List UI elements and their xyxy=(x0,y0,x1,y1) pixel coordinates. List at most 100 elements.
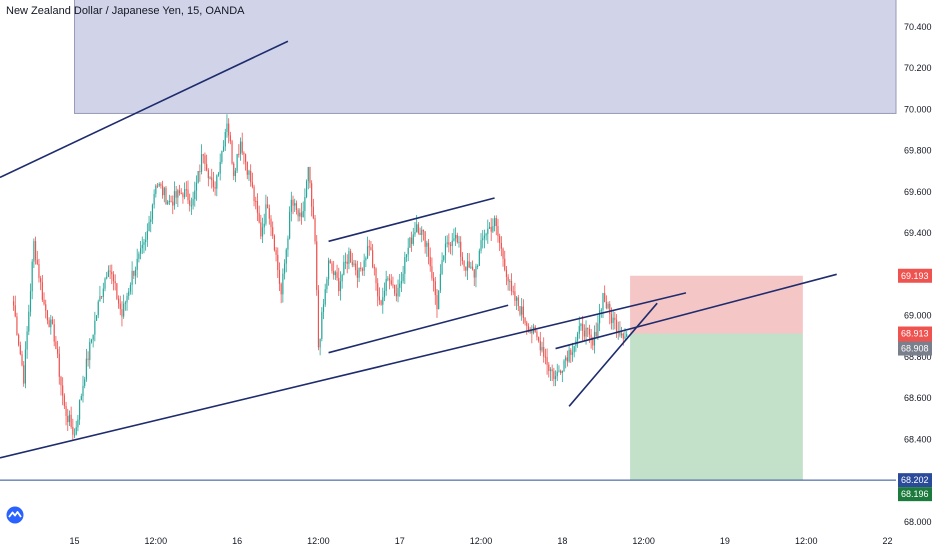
candle-body xyxy=(416,224,418,232)
candle-body xyxy=(216,175,218,189)
candle-body xyxy=(305,181,308,198)
candle-body xyxy=(414,231,416,235)
candle-body xyxy=(77,419,79,428)
candle-body xyxy=(307,167,309,182)
candle-body xyxy=(187,189,189,201)
candle-body xyxy=(117,298,120,304)
candle-body xyxy=(326,279,328,290)
candle-body xyxy=(358,267,360,278)
candle-body xyxy=(380,300,382,305)
candle-body xyxy=(163,187,165,196)
candle-body xyxy=(124,302,126,304)
candle-body xyxy=(224,132,226,147)
candle-body xyxy=(24,349,26,384)
candle-body xyxy=(580,323,582,327)
candle-body xyxy=(333,270,335,276)
candle-body xyxy=(255,201,257,203)
candle-body xyxy=(228,123,230,136)
y-tick-label: 69.800 xyxy=(904,146,932,156)
candle-body xyxy=(514,291,516,301)
candle-body xyxy=(573,345,575,353)
candle-body xyxy=(554,376,557,379)
candle-body xyxy=(300,212,303,218)
x-tick-label: 16 xyxy=(232,536,242,546)
candle-body xyxy=(84,379,86,386)
candle-body xyxy=(458,241,460,243)
candle-body xyxy=(480,240,482,251)
candle-body xyxy=(80,396,82,401)
candle-body xyxy=(375,268,377,284)
x-tick-label: 12:00 xyxy=(632,536,655,546)
candle-body xyxy=(263,223,265,228)
candle-body xyxy=(41,282,43,300)
candle-body xyxy=(431,266,433,279)
candle-body xyxy=(294,203,296,206)
candle-body xyxy=(23,365,25,384)
candle-body xyxy=(522,306,524,318)
candle-body xyxy=(444,243,447,256)
chart-title: New Zealand Dollar / Japanese Yen, 15, O… xyxy=(6,5,245,17)
candle-body xyxy=(226,123,228,133)
candle-body xyxy=(50,319,52,328)
take-profit-price-badge-label: 68.202 xyxy=(901,475,929,485)
lower-trend-line xyxy=(0,292,687,459)
candle-body xyxy=(99,296,101,302)
candle-body xyxy=(495,218,497,227)
candle-body xyxy=(405,254,408,258)
candle-body xyxy=(571,352,574,355)
candle-body xyxy=(160,183,162,186)
x-tick-label: 12:00 xyxy=(795,536,818,546)
candle-body xyxy=(73,434,76,436)
candle-body xyxy=(114,281,116,284)
candle-body xyxy=(538,337,540,341)
candle-body xyxy=(253,186,255,202)
candle-body xyxy=(543,347,545,357)
candle-body xyxy=(289,211,291,239)
x-tick-label: 17 xyxy=(395,536,405,546)
candle-body xyxy=(607,303,609,309)
candle-body xyxy=(424,231,426,247)
candle-body xyxy=(524,317,526,323)
candle-body xyxy=(453,238,455,241)
candle-body xyxy=(222,146,225,151)
candle-body xyxy=(314,218,316,242)
candle-body xyxy=(212,180,215,187)
candle-body xyxy=(348,251,350,264)
candle-body xyxy=(79,400,81,420)
candle-body xyxy=(295,203,298,210)
candle-body xyxy=(449,244,452,246)
candle-body xyxy=(180,193,182,195)
candle-body xyxy=(265,204,267,224)
candle-body xyxy=(404,257,406,274)
y-tick-label: 69.600 xyxy=(904,187,932,197)
candle-body xyxy=(126,295,128,303)
candle-body xyxy=(21,354,23,366)
candle-body xyxy=(324,289,326,305)
candle-body xyxy=(261,227,264,237)
stop-loss-zone xyxy=(630,275,803,334)
candle-body xyxy=(111,271,113,275)
candle-body xyxy=(34,241,37,260)
candle-body xyxy=(150,219,152,222)
candle-body xyxy=(624,336,626,339)
candle-body xyxy=(588,329,591,335)
candle-body xyxy=(451,240,453,246)
candle-body xyxy=(412,234,414,244)
candle-body xyxy=(614,317,616,320)
candle-body xyxy=(151,204,154,220)
candle-body xyxy=(604,293,606,302)
candle-body xyxy=(207,170,209,179)
candle-body xyxy=(185,189,187,191)
candle-body xyxy=(67,416,69,423)
candle-body xyxy=(422,229,425,232)
candle-body xyxy=(290,199,292,212)
candle-body xyxy=(592,339,594,346)
candle-body xyxy=(29,291,32,312)
candle-body xyxy=(204,155,206,165)
candle-body xyxy=(363,260,365,271)
candle-body xyxy=(339,281,342,292)
candle-body xyxy=(268,208,270,219)
candle-body xyxy=(370,247,372,251)
